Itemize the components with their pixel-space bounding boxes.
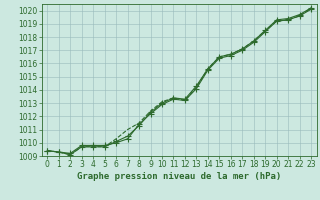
X-axis label: Graphe pression niveau de la mer (hPa): Graphe pression niveau de la mer (hPa) — [77, 172, 281, 181]
